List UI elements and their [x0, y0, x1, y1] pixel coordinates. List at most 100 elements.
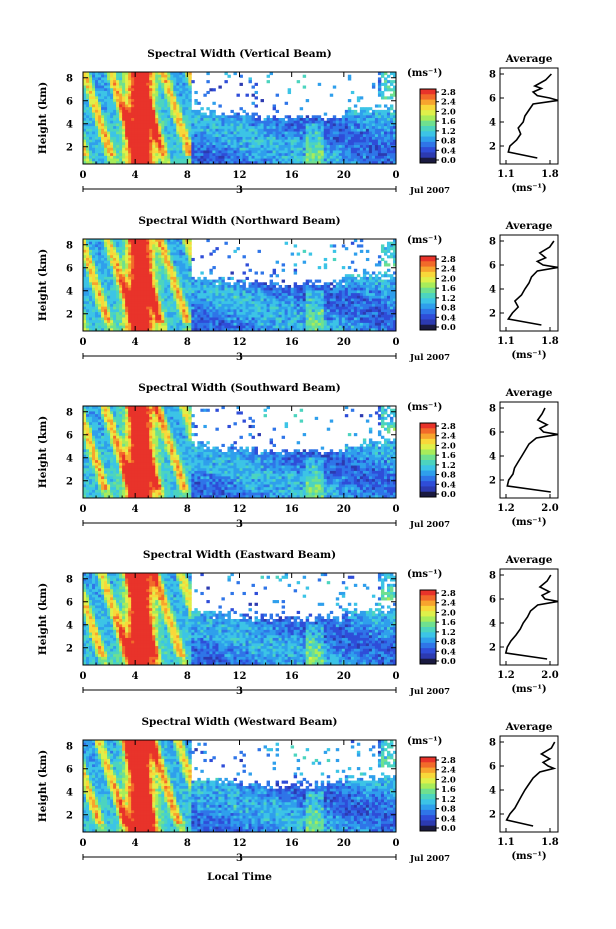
colorbar-tick: 2.4 — [441, 432, 456, 442]
colorbar-tick: 2.4 — [441, 599, 456, 609]
colorbar: 2.82.42.01.61.20.80.40.0 — [420, 255, 456, 333]
x-tick-label: 20 — [337, 504, 351, 515]
colorbar-unit: (ms⁻¹) — [407, 569, 442, 580]
colorbar-tick: 2.8 — [441, 255, 456, 265]
x-tick-label: 12 — [233, 170, 247, 181]
colorbar-tick: 0.4 — [441, 146, 456, 156]
average-x-tick: 1.2 — [497, 670, 514, 681]
y-axis-label: Height (km) — [37, 750, 49, 822]
average-x-tick: 2.0 — [541, 503, 558, 514]
average-y-tick: 4 — [489, 285, 496, 296]
panel-title: Spectral Width (Westward Beam) — [141, 716, 337, 728]
average-title: Average — [505, 554, 553, 566]
average-unit: (ms⁻¹) — [511, 684, 546, 695]
colorbar: 2.82.42.01.61.20.80.40.0 — [420, 88, 456, 166]
colorbar-tick: 2.8 — [441, 422, 456, 432]
y-axis-label: Height (km) — [37, 416, 49, 488]
colorbar-tick: 1.2 — [441, 127, 456, 137]
y-tick-label: 2 — [66, 643, 73, 654]
average-y-tick: 2 — [489, 142, 496, 153]
panel-4: Spectral Width (Eastward Beam)8642Height… — [37, 549, 559, 697]
heatmap-cells — [83, 573, 396, 665]
average-frame — [500, 569, 558, 665]
average-title: Average — [505, 387, 553, 399]
colorbar-tick: 1.6 — [441, 117, 456, 127]
y-tick-label: 8 — [66, 574, 73, 585]
colorbar: 2.82.42.01.61.20.80.40.0 — [420, 589, 456, 667]
colorbar-tick: 1.6 — [441, 451, 456, 461]
x-tick-label: 0 — [393, 170, 400, 181]
panel-1: Spectral Width (Vertical Beam)8642Height… — [37, 48, 559, 196]
average-x-tick: 1.1 — [497, 169, 514, 180]
y-tick-label: 4 — [66, 286, 73, 297]
colorbar-unit: (ms⁻¹) — [407, 68, 442, 79]
y-tick-label: 2 — [66, 810, 73, 821]
day-label: 3 — [236, 352, 243, 363]
y-tick-label: 6 — [66, 263, 73, 274]
x-axis-label: Local Time — [207, 871, 272, 883]
x-tick-label: 12 — [233, 337, 247, 348]
x-tick-label: 20 — [337, 337, 351, 348]
average-y-tick: 8 — [489, 404, 496, 415]
average-title: Average — [505, 53, 553, 65]
x-tick-label: 0 — [80, 671, 87, 682]
average-x-tick: 1.8 — [541, 837, 558, 848]
heatmap-cells — [83, 72, 396, 164]
x-tick-label: 20 — [337, 838, 351, 849]
colorbar-tick: 0.0 — [441, 490, 456, 500]
average-unit: (ms⁻¹) — [511, 851, 546, 862]
colorbar-tick: 1.6 — [441, 785, 456, 795]
x-tick-label: 0 — [393, 337, 400, 348]
x-tick-label: 0 — [393, 838, 400, 849]
x-tick-label: 12 — [233, 504, 247, 515]
colorbar: 2.82.42.01.61.20.80.40.0 — [420, 756, 456, 834]
x-tick-label: 8 — [184, 504, 191, 515]
average-x-tick: 2.0 — [541, 670, 558, 681]
y-tick-label: 6 — [66, 764, 73, 775]
average-x-tick: 1.8 — [541, 336, 558, 347]
y-tick-label: 8 — [66, 73, 73, 84]
x-tick-label: 0 — [80, 170, 87, 181]
x-tick-label: 16 — [285, 838, 299, 849]
average-y-tick: 8 — [489, 237, 496, 248]
average-title: Average — [505, 721, 553, 733]
x-tick-label: 4 — [132, 504, 139, 515]
average-y-tick: 4 — [489, 452, 496, 463]
date-label: Jul 2007 — [409, 520, 450, 530]
colorbar-tick: 2.0 — [441, 107, 456, 117]
day-label: 3 — [236, 185, 243, 196]
average-line — [506, 575, 558, 659]
average-line — [508, 74, 558, 158]
colorbar-tick: 0.4 — [441, 814, 456, 824]
y-tick-label: 4 — [66, 119, 73, 130]
average-y-tick: 6 — [489, 94, 496, 105]
average-y-tick: 2 — [489, 476, 496, 487]
colorbar-tick: 0.0 — [441, 824, 456, 834]
date-label: Jul 2007 — [409, 687, 450, 697]
average-y-tick: 2 — [489, 309, 496, 320]
colorbar-tick: 2.8 — [441, 88, 456, 98]
colorbar-tick: 0.0 — [441, 323, 456, 333]
heatmap-cells — [83, 239, 396, 331]
colorbar-tick: 1.6 — [441, 618, 456, 628]
average-y-tick: 4 — [489, 786, 496, 797]
panel-title: Spectral Width (Vertical Beam) — [147, 48, 331, 60]
date-label: Jul 2007 — [409, 353, 450, 363]
colorbar-tick: 2.0 — [441, 775, 456, 785]
colorbar-tick: 2.4 — [441, 766, 456, 776]
average-x-tick: 1.1 — [497, 837, 514, 848]
colorbar-tick: 0.4 — [441, 313, 456, 323]
y-tick-label: 4 — [66, 453, 73, 464]
colorbar-tick: 2.8 — [441, 756, 456, 766]
heatmap-cells — [83, 406, 396, 498]
x-tick-label: 4 — [132, 671, 139, 682]
y-tick-label: 2 — [66, 309, 73, 320]
colorbar-tick: 2.4 — [441, 265, 456, 275]
colorbar-tick: 2.0 — [441, 441, 456, 451]
panel-5: Spectral Width (Westward Beam) 8 6 4 2 Height… — [37, 716, 559, 864]
y-tick-label: 2 — [66, 476, 73, 487]
day-label: 3 — [236, 853, 243, 864]
colorbar-unit: (ms⁻¹) — [407, 736, 442, 747]
y-tick-label: 8 — [66, 741, 73, 752]
